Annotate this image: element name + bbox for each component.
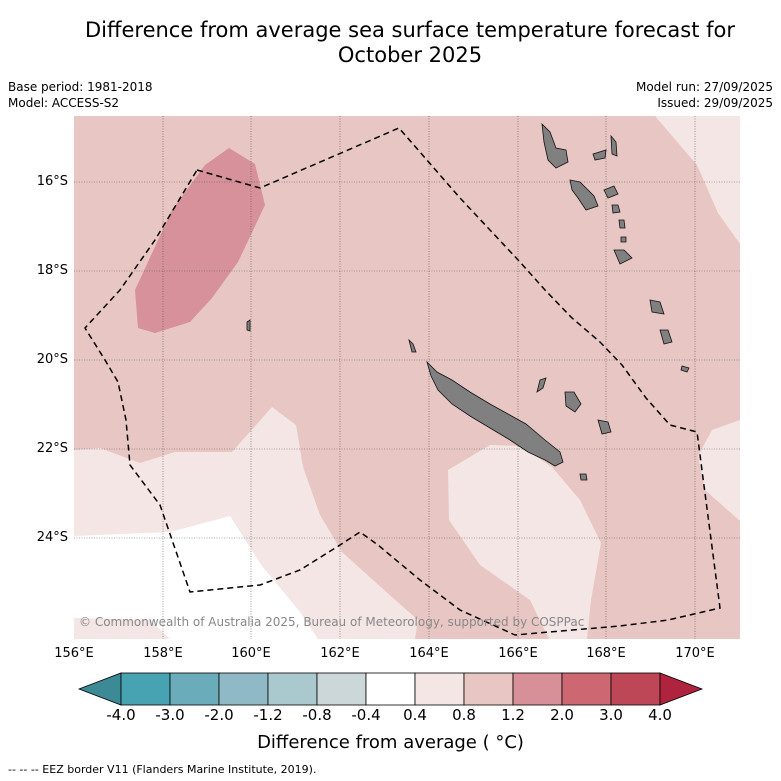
colorbar-label: 2.0 <box>550 706 574 724</box>
vanuatu-maewo <box>592 149 607 161</box>
anomaly-field-light-east <box>655 116 740 244</box>
eez-footnote: -- -- -- EEZ border V11 (Flanders Marine… <box>8 763 317 776</box>
lon-label-162e: 162°E <box>320 646 360 661</box>
vanuatu-espiritu-santo <box>541 122 569 169</box>
lon-label-168e: 168°E <box>586 646 626 661</box>
colorbar-bin-1 <box>120 672 171 706</box>
belep-islands <box>408 338 417 353</box>
vanuatu-erromango <box>649 299 665 315</box>
anomaly-field-neutral <box>74 516 318 639</box>
vanuatu-aneityum <box>680 365 690 373</box>
lon-label-164e: 164°E <box>409 646 449 661</box>
lon-label-166e: 166°E <box>498 646 538 661</box>
base-period: Base period: 1981-2018 <box>8 80 153 94</box>
colorbar-label: -3.0 <box>155 706 185 724</box>
loyalty-island-mare <box>597 419 612 435</box>
gridlines <box>74 116 740 639</box>
vanuatu-ambrym <box>603 185 619 199</box>
colorbar-label: -2.0 <box>204 706 234 724</box>
anomaly-field-light-south <box>448 445 601 639</box>
lat-label-22s: 22°S <box>36 441 68 456</box>
colorbar-label: 0.4 <box>403 706 427 724</box>
colorbar-label: -1.2 <box>253 706 283 724</box>
colorbar-extend-high <box>659 672 704 706</box>
chart-title: Difference from average sea surface temp… <box>40 18 780 68</box>
map-area: © Commonwealth of Australia 2025, Bureau… <box>74 116 740 639</box>
vanuatu-tanna <box>659 329 673 345</box>
colorbar-bin-10 <box>561 672 612 706</box>
vanuatu-shepherds <box>618 219 626 229</box>
colorbar-bin-4 <box>267 672 318 706</box>
title-line-1: Difference from average sea surface temp… <box>85 18 735 42</box>
colorbar-bin-11 <box>610 672 661 706</box>
copyright-text: © Commonwealth of Australia 2025, Bureau… <box>79 615 584 629</box>
vanuatu-pentecost <box>610 134 618 157</box>
colorbar-bin-5 <box>316 672 367 706</box>
anomaly-field-strong <box>135 148 265 333</box>
title-line-2: October 2025 <box>337 43 483 67</box>
lon-label-156e: 156°E <box>54 646 94 661</box>
lat-label-20s: 20°S <box>36 352 68 367</box>
colorbar-bin-9 <box>512 672 563 706</box>
vanuatu-epi <box>611 204 621 214</box>
colorbar-label: -4.0 <box>106 706 136 724</box>
colorbar-bin-2 <box>169 672 220 706</box>
colorbar-label: 3.0 <box>599 706 623 724</box>
colorbar-label: 1.2 <box>501 706 525 724</box>
colorbar-title: Difference from average ( °C) <box>257 732 524 753</box>
chesterfield-islet <box>246 319 251 332</box>
meta-left: Base period: 1981-2018 Model: ACCESS-S2 <box>8 79 153 111</box>
lon-label-158e: 158°E <box>143 646 183 661</box>
anomaly-field-light-southeast <box>698 420 740 521</box>
loyalty-island-ouvea <box>536 377 547 393</box>
model-name: Model: ACCESS-S2 <box>8 96 120 110</box>
model-run: Model run: 27/09/2025 <box>635 80 773 94</box>
isle-of-pines <box>579 473 588 481</box>
vanuatu-malekula <box>569 179 599 211</box>
colorbar-extend-low <box>77 672 122 706</box>
lat-label-18s: 18°S <box>36 263 68 278</box>
meta-right: Model run: 27/09/2025 Issued: 29/09/2025 <box>636 79 773 111</box>
colorbar-bin-8 <box>463 672 514 706</box>
eez-border <box>84 127 721 636</box>
colorbar-label: 4.0 <box>648 706 672 724</box>
vanuatu-efate <box>613 249 633 265</box>
lat-label-16s: 16°S <box>36 174 68 189</box>
colorbar-label: -0.8 <box>302 706 332 724</box>
issued-date: Issued: 29/09/2025 <box>657 96 773 110</box>
lon-label-170e: 170°E <box>675 646 715 661</box>
lon-label-160e: 160°E <box>231 646 271 661</box>
anomaly-field-light-corner <box>74 618 170 639</box>
colorbar-bin-7 <box>414 672 465 706</box>
colorbar-label: 0.8 <box>452 706 476 724</box>
new-caledonia <box>426 360 564 467</box>
colorbar <box>77 672 704 706</box>
land-masses <box>246 122 690 481</box>
colorbar-bin-6 <box>365 672 416 706</box>
colorbar-label: -0.4 <box>351 706 381 724</box>
vanuatu-emae <box>620 236 627 243</box>
lat-label-24s: 24°S <box>36 530 68 545</box>
colorbar-bin-3 <box>218 672 269 706</box>
loyalty-island-lifou <box>564 391 582 413</box>
